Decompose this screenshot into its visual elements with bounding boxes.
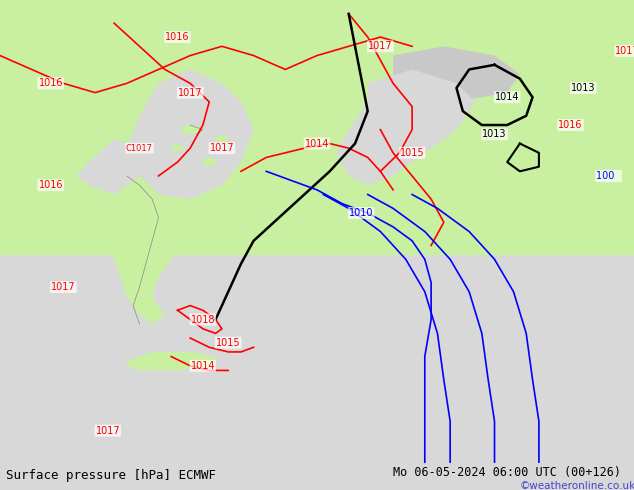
Text: 1013: 1013 bbox=[482, 129, 507, 139]
Text: 1016: 1016 bbox=[39, 180, 63, 190]
Text: 1014: 1014 bbox=[191, 361, 215, 371]
Text: Surface pressure [hPa] ECMWF: Surface pressure [hPa] ECMWF bbox=[6, 468, 216, 482]
Ellipse shape bbox=[181, 125, 200, 134]
Polygon shape bbox=[76, 139, 139, 195]
Text: 1014: 1014 bbox=[305, 139, 329, 148]
Text: 1018: 1018 bbox=[191, 315, 215, 324]
Polygon shape bbox=[0, 255, 634, 463]
Text: ©weatheronline.co.uk: ©weatheronline.co.uk bbox=[520, 481, 634, 490]
Text: 100: 100 bbox=[597, 171, 621, 181]
Text: 1017: 1017 bbox=[616, 46, 634, 56]
Text: 1017: 1017 bbox=[96, 426, 120, 436]
Text: 1015: 1015 bbox=[400, 148, 424, 158]
Text: 1014: 1014 bbox=[495, 92, 519, 102]
Ellipse shape bbox=[216, 135, 228, 143]
Text: 1016: 1016 bbox=[165, 32, 190, 42]
Text: C1017: C1017 bbox=[126, 144, 153, 153]
Text: 1010: 1010 bbox=[349, 208, 373, 218]
Text: 1015: 1015 bbox=[216, 338, 240, 348]
Text: 1013: 1013 bbox=[571, 83, 595, 93]
Text: 1016: 1016 bbox=[559, 120, 583, 130]
Text: 1016: 1016 bbox=[39, 78, 63, 88]
Polygon shape bbox=[336, 70, 476, 185]
Polygon shape bbox=[393, 47, 520, 102]
Text: Mo 06-05-2024 06:00 UTC (00+126): Mo 06-05-2024 06:00 UTC (00+126) bbox=[393, 466, 621, 479]
Polygon shape bbox=[127, 70, 254, 199]
Text: 1017: 1017 bbox=[368, 41, 392, 51]
Text: 1017: 1017 bbox=[51, 282, 75, 292]
Polygon shape bbox=[127, 352, 216, 370]
Polygon shape bbox=[0, 102, 63, 176]
Polygon shape bbox=[108, 176, 178, 324]
Polygon shape bbox=[0, 0, 634, 463]
Ellipse shape bbox=[203, 157, 216, 167]
Text: 1017: 1017 bbox=[210, 143, 234, 153]
Polygon shape bbox=[0, 0, 634, 255]
Ellipse shape bbox=[171, 145, 184, 151]
Text: 1017: 1017 bbox=[178, 88, 202, 98]
